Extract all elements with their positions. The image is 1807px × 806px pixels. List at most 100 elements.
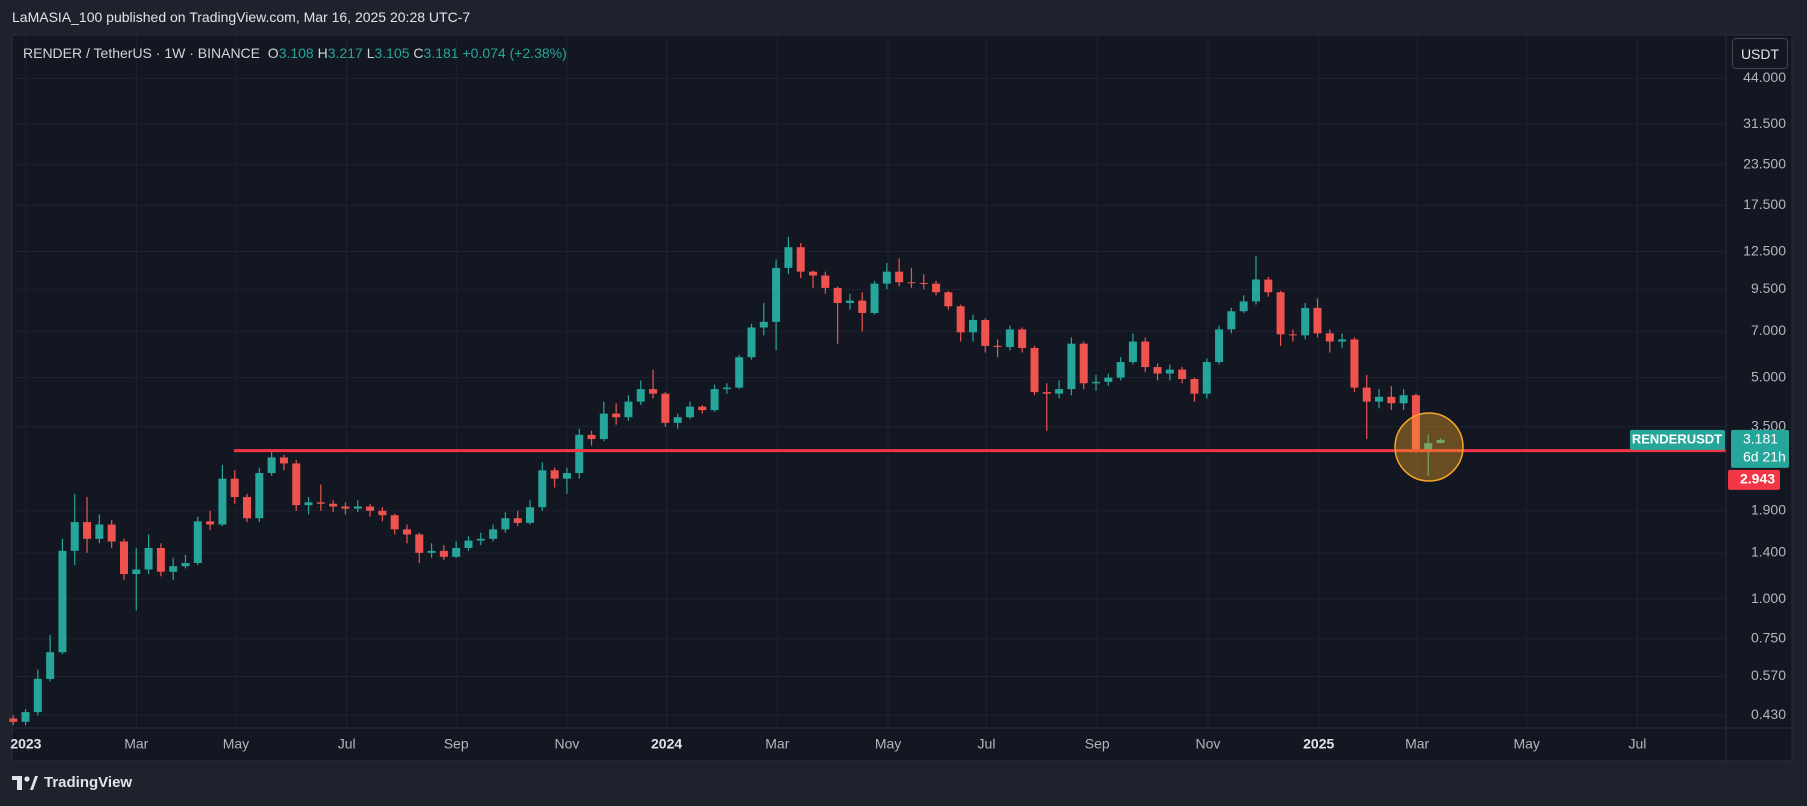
x-tick-label: 2023 bbox=[10, 736, 41, 752]
x-tick-label: Mar bbox=[1405, 736, 1429, 752]
brand: TradingView bbox=[44, 774, 133, 791]
candle-body bbox=[230, 478, 239, 498]
candle-body bbox=[968, 320, 977, 333]
candle-body bbox=[390, 515, 399, 530]
candle-body bbox=[144, 547, 153, 570]
candle-body bbox=[1288, 334, 1297, 336]
candle-body bbox=[735, 357, 744, 388]
symbol-badge bbox=[1630, 429, 1725, 450]
ohlc-value: 3.217 bbox=[327, 45, 363, 61]
candle-body bbox=[218, 478, 227, 525]
overlay: 44.000 31.500 23.500 17.500 12.500 9.500 7.000… bbox=[10, 69, 1789, 752]
candle-body bbox=[9, 718, 18, 722]
candle-body bbox=[1005, 329, 1014, 347]
chart-panel bbox=[11, 34, 1793, 762]
published-info: LaMASIA_100 published on TradingView.com… bbox=[12, 9, 471, 25]
candle-body bbox=[58, 550, 67, 653]
candle-body bbox=[833, 287, 842, 304]
candle-body bbox=[1141, 341, 1150, 368]
candle-body bbox=[476, 538, 485, 541]
candle-body bbox=[1227, 311, 1236, 330]
candle-body bbox=[366, 506, 375, 511]
ohlc-label: C bbox=[413, 45, 424, 61]
price-badge bbox=[1731, 429, 1789, 468]
candle-body bbox=[673, 417, 682, 423]
candle-body bbox=[919, 282, 928, 284]
x-tick-label: May bbox=[1513, 736, 1539, 752]
y-tick-label: 12.500 bbox=[1743, 242, 1786, 258]
candle-body bbox=[353, 506, 362, 509]
candle-body bbox=[267, 457, 276, 474]
spacer bbox=[260, 45, 268, 61]
candles bbox=[9, 236, 1445, 726]
logo bbox=[12, 775, 38, 790]
x-tick-label: 2025 bbox=[1303, 736, 1334, 752]
candle-body bbox=[821, 275, 830, 288]
candle-body bbox=[1067, 343, 1076, 390]
level-badge bbox=[1728, 469, 1780, 490]
candle-body bbox=[119, 541, 128, 575]
y-tick-label: 7.000 bbox=[1751, 322, 1786, 338]
candle-body bbox=[501, 518, 510, 530]
candle-body bbox=[156, 547, 165, 572]
x-tick-label: Nov bbox=[1196, 736, 1221, 752]
x-tick-label: Jul bbox=[1628, 736, 1646, 752]
candle-body bbox=[255, 473, 264, 519]
x-tick-label: Sep bbox=[1085, 736, 1110, 752]
candle-body bbox=[427, 550, 436, 553]
candle-body bbox=[206, 521, 215, 525]
candle-body bbox=[169, 566, 178, 572]
y-tick-label: 31.500 bbox=[1743, 115, 1786, 131]
candle-body bbox=[439, 550, 448, 557]
candle-body bbox=[1399, 395, 1408, 404]
candle-body bbox=[1165, 369, 1174, 374]
y-tick-label: 0.570 bbox=[1751, 667, 1786, 683]
y-tick-label: 1.000 bbox=[1751, 590, 1786, 606]
legend: RENDER / TetherUS · 1W · BINANCE O 3.108 … bbox=[23, 45, 567, 61]
candle-body bbox=[1362, 387, 1371, 402]
y-tick-label: 3.500 bbox=[1751, 417, 1786, 433]
candle-body bbox=[845, 300, 854, 304]
y-tick-label: 17.500 bbox=[1743, 196, 1786, 212]
candle-body bbox=[415, 534, 424, 553]
candle-body bbox=[698, 406, 707, 411]
candle-body bbox=[1251, 279, 1260, 302]
currency-button[interactable]: USDT bbox=[1732, 38, 1788, 69]
change: +0.074 (+2.38%) bbox=[462, 45, 567, 61]
candle-body bbox=[1104, 377, 1113, 382]
highlight-circle bbox=[1394, 412, 1464, 482]
candle-body bbox=[193, 521, 202, 564]
ohlc-value: 3.105 bbox=[374, 45, 410, 61]
candle-body bbox=[1350, 339, 1359, 388]
candle-body bbox=[932, 283, 941, 293]
candle-body bbox=[526, 507, 535, 523]
candle-body bbox=[1079, 343, 1088, 384]
candle-body bbox=[809, 271, 818, 276]
symbol-badge-label: RENDERUSDT bbox=[1632, 431, 1722, 446]
x-tick-label: 2024 bbox=[651, 736, 682, 752]
candle-body bbox=[1239, 301, 1248, 312]
y-tick-label: 0.430 bbox=[1751, 706, 1786, 722]
candle-body bbox=[722, 387, 731, 390]
grid bbox=[12, 35, 1726, 728]
candle-body bbox=[747, 327, 756, 358]
candle-body bbox=[956, 306, 965, 333]
candle-body bbox=[452, 547, 461, 557]
candle-body bbox=[624, 401, 633, 418]
y-tick-label: 1.900 bbox=[1751, 502, 1786, 518]
candle-body bbox=[612, 413, 621, 418]
candle-body bbox=[575, 434, 584, 474]
footer: TradingView bbox=[12, 774, 132, 791]
x-tick-label: Mar bbox=[124, 736, 148, 752]
candle-body bbox=[181, 563, 190, 567]
ohlc-value: 3.181 bbox=[423, 45, 459, 61]
candle-body bbox=[685, 406, 694, 418]
x-tick-label: Nov bbox=[554, 736, 579, 752]
candle-body bbox=[587, 434, 596, 440]
candle-body bbox=[895, 271, 904, 283]
y-tick-label: 1.400 bbox=[1751, 544, 1786, 560]
candle-body bbox=[599, 413, 608, 440]
candle-body bbox=[1055, 389, 1064, 394]
candle-body bbox=[1264, 279, 1273, 293]
